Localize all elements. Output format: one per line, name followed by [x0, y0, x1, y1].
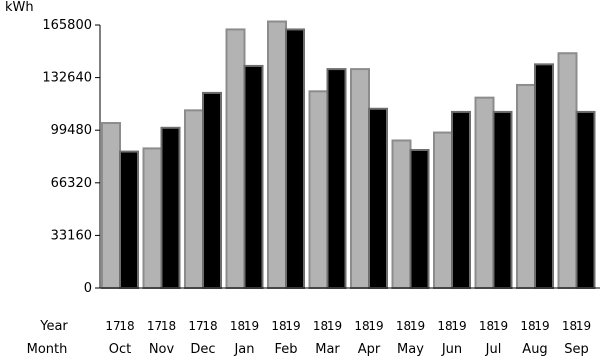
bar-previous-year	[557, 52, 578, 289]
x-year-label: 19	[534, 319, 549, 333]
x-year-label: 19	[410, 319, 425, 333]
x-year-label: 18	[479, 319, 494, 333]
month-row-label: Month	[27, 342, 68, 357]
bar-previous-year	[308, 90, 329, 289]
bar-current-year	[202, 91, 222, 289]
bar-previous-year	[142, 147, 163, 289]
x-year-label: 19	[285, 319, 300, 333]
x-year-label: 19	[576, 319, 591, 333]
bar-current-year	[492, 110, 513, 289]
bar-previous-year	[433, 131, 453, 289]
x-year-label: 18	[396, 319, 411, 333]
x-year-label: 18	[202, 319, 217, 333]
y-axis: 0 33160 66320 99480 132640 165800	[42, 18, 101, 296]
bar-previous-year	[225, 28, 246, 289]
bar-previous-year	[101, 122, 121, 290]
x-year-label: 18	[230, 319, 245, 333]
x-year-label: 18	[437, 319, 452, 333]
bar-current-year	[160, 126, 181, 289]
x-month-label: Mar	[315, 342, 340, 357]
y-tick-label: 132640	[42, 71, 92, 86]
bar-current-year	[534, 63, 554, 290]
bar-current-year	[285, 28, 305, 289]
x-year-label: 19	[493, 319, 508, 333]
x-month-label: May	[397, 342, 424, 357]
x-year-label: 18	[119, 319, 134, 333]
bar-current-year	[326, 68, 347, 290]
x-year-label: 19	[451, 319, 466, 333]
x-month-label: Jun	[441, 342, 462, 357]
year-row-label: Year	[39, 319, 68, 334]
x-month-label: Jul	[485, 342, 502, 357]
bar-current-year	[119, 150, 139, 289]
x-month-label: Nov	[149, 342, 175, 357]
y-tick-label: 0	[84, 281, 92, 296]
x-year-label: 17	[188, 319, 203, 333]
x-year-label: 18	[354, 319, 369, 333]
y-tick-label: 99480	[51, 123, 92, 138]
bar-previous-year	[184, 109, 204, 290]
y-tick-label: 165800	[42, 18, 92, 33]
x-month-label: Oct	[109, 342, 131, 357]
bar-previous-year	[391, 139, 412, 289]
x-year-label: 18	[313, 319, 328, 333]
x-month-label: Feb	[274, 342, 297, 357]
x-year-label: 18	[520, 319, 535, 333]
x-year-label: 17	[105, 319, 120, 333]
x-year-label: 18	[271, 319, 286, 333]
y-tick-label: 66320	[51, 176, 92, 191]
x-year-label: 18	[562, 319, 577, 333]
y-tick-label: 33160	[51, 228, 92, 243]
x-month-label: Jan	[233, 342, 254, 357]
bar-group	[101, 20, 596, 290]
x-year-label: 19	[368, 319, 383, 333]
x-year-label: 17	[147, 319, 162, 333]
x-year-label: 19	[244, 319, 259, 333]
x-month-label: Dec	[190, 342, 215, 357]
x-axis: 1718Oct1718Nov1718Dec1819Jan1819Feb1819M…	[100, 287, 600, 357]
bar-current-year	[368, 107, 388, 289]
x-month-label: Sep	[564, 342, 589, 357]
bar-current-year	[575, 110, 596, 289]
bar-previous-year	[474, 96, 495, 290]
y-axis-unit-label: kWh	[5, 0, 34, 15]
x-year-label: 19	[327, 319, 342, 333]
bar-previous-year	[267, 20, 287, 289]
bar-previous-year	[516, 83, 536, 289]
x-month-label: Aug	[522, 342, 547, 357]
bar-current-year	[243, 64, 264, 289]
bar-previous-year	[350, 68, 370, 290]
x-year-label: 18	[161, 319, 176, 333]
x-month-label: Apr	[358, 342, 381, 357]
bar-current-year	[451, 110, 471, 289]
bar-current-year	[409, 148, 430, 289]
